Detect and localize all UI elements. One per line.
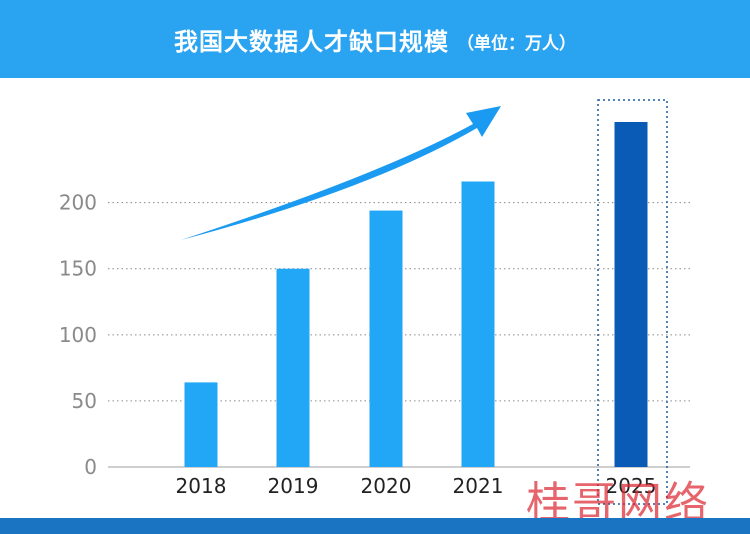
y-tick-label: 100 (59, 323, 97, 347)
x-tick-label: 2018 (176, 474, 227, 498)
bar-2025 (614, 122, 648, 467)
y-tick-label: 200 (59, 191, 97, 215)
bar-2021 (461, 181, 495, 467)
y-tick-label: 0 (84, 455, 97, 479)
bar-2018 (184, 382, 218, 467)
footer-bar (0, 518, 750, 534)
y-tick-label: 50 (72, 389, 97, 413)
chart-title: 我国大数据人才缺口规模 (174, 27, 449, 56)
x-tick-label: 2021 (453, 474, 504, 498)
y-axis-ticks: 0 50 100 150 200 (59, 191, 97, 479)
x-tick-label: 2020 (361, 474, 412, 498)
x-axis-ticks: 2018 2019 2020 2021 2025 (176, 474, 657, 498)
bar-chart: 0 50 100 150 200 2018 2019 2020 2021 2025 (59, 99, 690, 505)
trend-arrow-icon (181, 106, 501, 240)
y-tick-label: 150 (59, 257, 97, 281)
chart-header: 我国大数据人才缺口规模 （单位：万人） (0, 0, 750, 78)
x-tick-label: 2025 (606, 474, 657, 498)
x-tick-label: 2019 (268, 474, 319, 498)
bar-2019 (276, 268, 310, 467)
highlight-box-2025 (597, 99, 668, 505)
chart-subtitle: （单位：万人） (457, 33, 576, 54)
bar-2020 (369, 210, 403, 467)
bars (184, 122, 648, 467)
